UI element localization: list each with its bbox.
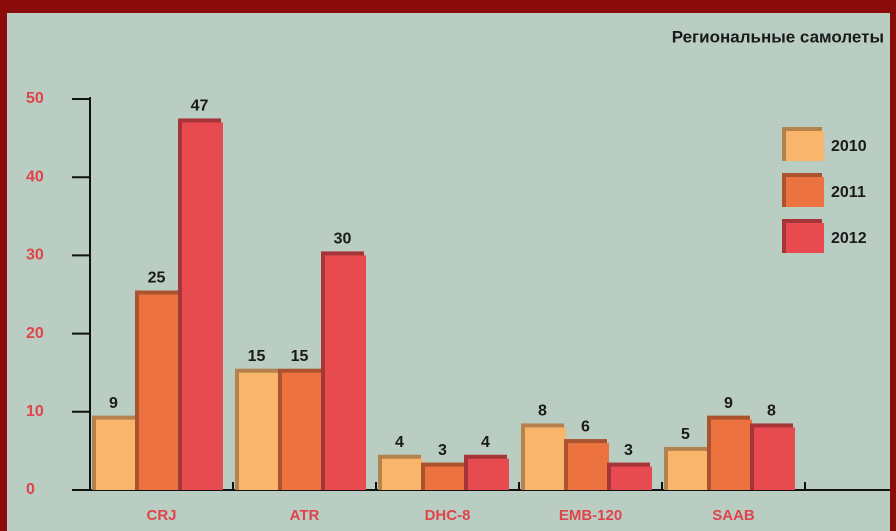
y-tick-label: 40 (26, 168, 44, 185)
legend-swatch (786, 223, 824, 253)
chart-title: Региональные самолеты (672, 27, 884, 46)
bar (468, 458, 509, 490)
y-tick-label: 0 (26, 481, 35, 498)
bar (382, 458, 423, 490)
bar (139, 294, 180, 490)
bar (668, 450, 709, 490)
value-label: 8 (538, 403, 547, 420)
bar (96, 419, 137, 490)
x-tick-label: DHC-8 (425, 507, 471, 524)
bar (325, 255, 366, 490)
legend-swatch (786, 131, 824, 161)
value-label: 8 (767, 403, 776, 420)
bar (711, 419, 752, 490)
value-label: 15 (291, 348, 309, 365)
bar (611, 466, 652, 490)
bar (282, 372, 323, 490)
x-tick-label: SAAB (712, 507, 755, 524)
value-label: 15 (248, 348, 266, 365)
bar (239, 372, 280, 490)
bar (525, 427, 566, 490)
x-tick-label: CRJ (146, 507, 176, 524)
value-label: 5 (681, 426, 690, 443)
value-label: 4 (481, 434, 490, 451)
legend-label: 2012 (831, 230, 867, 247)
value-label: 25 (148, 270, 166, 287)
value-label: 9 (724, 395, 733, 412)
bar (754, 427, 795, 490)
legend-swatch (786, 177, 824, 207)
bar (182, 122, 223, 491)
y-tick-label: 20 (26, 325, 44, 342)
x-tick-label: ATR (290, 507, 320, 524)
bar (568, 443, 609, 490)
bar (425, 466, 466, 490)
legend-label: 2011 (831, 184, 866, 201)
value-label: 4 (395, 434, 404, 451)
value-label: 47 (191, 98, 209, 115)
value-label: 3 (624, 442, 633, 459)
x-tick-label: EMB-120 (559, 507, 622, 524)
value-label: 30 (334, 231, 352, 248)
y-tick-label: 50 (26, 90, 44, 107)
y-tick-label: 30 (26, 247, 44, 264)
value-label: 9 (109, 395, 118, 412)
value-label: 3 (438, 442, 447, 459)
legend-label: 2010 (831, 138, 867, 155)
y-tick-label: 10 (26, 403, 44, 420)
value-label: 6 (581, 418, 590, 435)
